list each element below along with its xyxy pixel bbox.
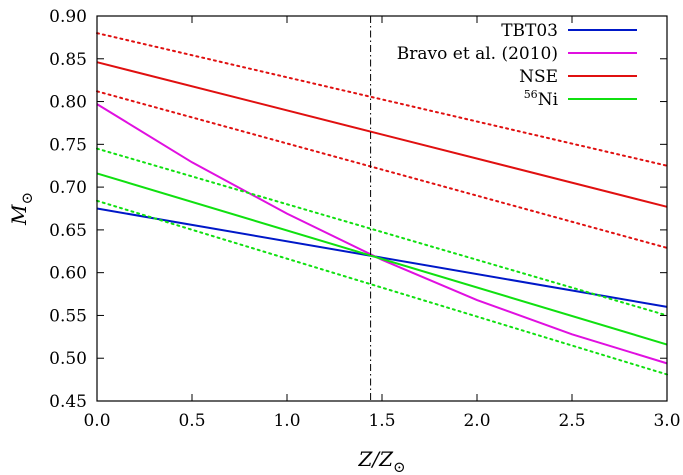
y-tick-label: 0.85 — [49, 50, 87, 70]
y-tick-label: 0.65 — [49, 221, 87, 241]
series-line-bravo-et-al-2010-1 — [96, 103, 668, 365]
series-line-nse-2 — [96, 61, 668, 208]
x-tick-label: 3.0 — [653, 411, 680, 431]
y-tick-label: 0.55 — [49, 306, 87, 326]
y-axis-title-main: M — [7, 204, 31, 226]
y-tick-label: 0.60 — [49, 264, 87, 284]
axis-titles: Z/Z⊙M⊙ — [7, 192, 406, 475]
y-tick-label: 0.75 — [49, 135, 87, 155]
x-tick-label: 2.0 — [463, 411, 490, 431]
y-tick-label: 0.90 — [49, 7, 87, 27]
x-axis-title-subscript: ⊙ — [393, 458, 406, 475]
plot-lines — [96, 32, 668, 376]
series-line-ni-dotted-7 — [96, 199, 668, 376]
series-line-nse-dotted-3 — [96, 32, 668, 167]
axis-ticks: 0.0 0.5 1.0 1.5 2.0 2.5 3.0 0.45 0.50 0.55 0.60 0.6… — [49, 7, 680, 431]
x-tick-label: 0.5 — [178, 411, 205, 431]
y-tick-label: 0.50 — [49, 349, 87, 369]
x-tick-label: 0.0 — [83, 411, 110, 431]
y-tick-label: 0.70 — [49, 178, 87, 198]
legend-label-ni: 56Ni — [524, 88, 559, 110]
y-axis-title-subscript: ⊙ — [18, 192, 36, 205]
y-tick-label: 0.45 — [49, 392, 87, 412]
legend-label-main: Ni — [538, 90, 559, 110]
x-axis-title-main: Z/Z — [357, 447, 394, 471]
x-axis-title: Z/Z⊙ — [357, 447, 405, 475]
y-tick-label: 0.80 — [49, 93, 87, 113]
legend-label-bravo-et-al-2010: Bravo et al. (2010) — [397, 44, 558, 64]
plot-frame — [96, 15, 668, 402]
series-line-nse-dotted-4 — [96, 90, 668, 249]
x-tick-label: 2.5 — [558, 411, 585, 431]
y-axis-title: M⊙ — [7, 192, 36, 226]
legend-label-tbt03: TBT03 — [501, 21, 558, 41]
legend-label-nse: NSE — [519, 67, 558, 87]
legend-label-superscript: 56 — [524, 88, 538, 101]
series-line-ni-5 — [96, 172, 668, 346]
x-tick-label: 1.0 — [273, 411, 300, 431]
x-tick-label: 1.5 — [368, 411, 395, 431]
series-line-tbt03-0 — [96, 207, 668, 308]
series-line-ni-dotted-6 — [96, 147, 668, 317]
